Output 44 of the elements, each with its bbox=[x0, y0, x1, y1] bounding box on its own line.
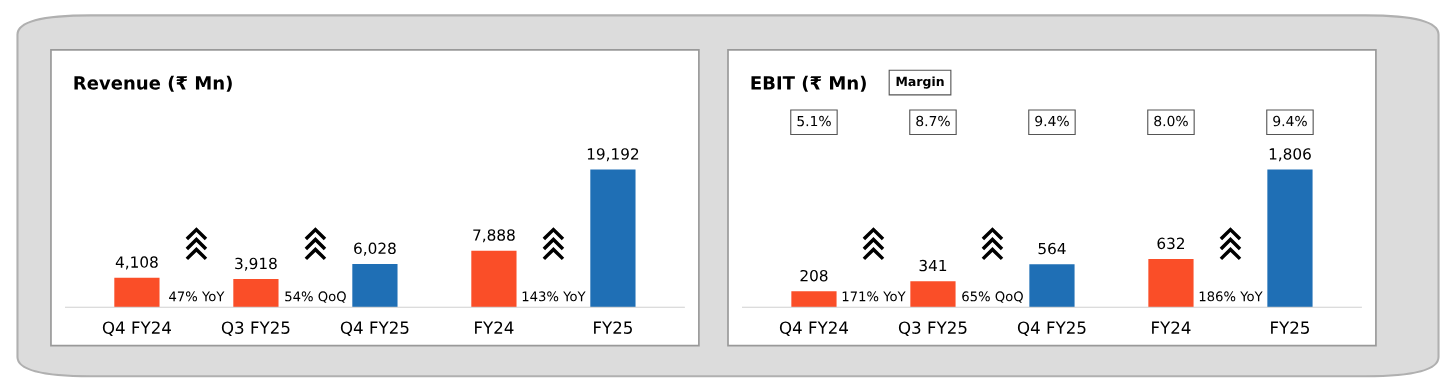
data-label: 564 bbox=[1038, 242, 1066, 255]
data-label: 632 bbox=[1157, 237, 1185, 250]
data-label: 7,888 bbox=[473, 229, 515, 243]
x-tick-label: Q4 FY25 bbox=[340, 321, 409, 336]
bar bbox=[590, 169, 636, 308]
text: 9.4% bbox=[1273, 115, 1307, 127]
text: 8.0% bbox=[1154, 115, 1188, 127]
bar bbox=[352, 263, 398, 308]
text: 8.7% bbox=[916, 115, 950, 127]
data-label: 341 bbox=[919, 259, 947, 272]
bar bbox=[233, 279, 279, 308]
annotation: 47% YoY bbox=[169, 291, 225, 302]
legend-title: Margin bbox=[896, 76, 944, 89]
data-label: 3,918 bbox=[235, 257, 277, 271]
annotation: 186% YoY bbox=[1199, 291, 1263, 302]
data-label: 19,192 bbox=[587, 148, 639, 162]
data-label: 208 bbox=[800, 269, 828, 282]
bar bbox=[791, 291, 837, 308]
x-tick-label: Q4 FY24 bbox=[779, 321, 849, 336]
annotation: 143% YoY bbox=[522, 291, 586, 302]
x-tick-label: Q4 FY24 bbox=[102, 321, 171, 336]
bar bbox=[471, 250, 517, 308]
bar bbox=[910, 281, 956, 308]
annotation: 171% YoY bbox=[842, 291, 906, 302]
data-label: 6,028 bbox=[354, 242, 396, 256]
annotation: 65% QoQ bbox=[962, 291, 1023, 303]
chart-title: EBIT (₹ Mn) bbox=[751, 75, 866, 92]
x-tick-label: FY25 bbox=[1271, 321, 1309, 334]
annotation: 54% QoQ bbox=[285, 291, 346, 303]
x-tick-label: FY24 bbox=[1152, 321, 1191, 334]
x-tick-label: Q3 FY25 bbox=[221, 321, 290, 336]
text: 9.4% bbox=[1035, 115, 1069, 127]
x-tick-label: Q4 FY25 bbox=[1017, 321, 1086, 336]
x-tick-label: FY24 bbox=[475, 321, 514, 334]
bar bbox=[1029, 264, 1075, 308]
bar bbox=[1267, 169, 1313, 308]
text: 5.1% bbox=[797, 115, 831, 127]
data-label: 4,108 bbox=[115, 256, 158, 270]
x-tick-label: FY25 bbox=[594, 321, 632, 334]
x-tick-label: Q3 FY25 bbox=[898, 321, 967, 336]
bar bbox=[114, 277, 160, 308]
chart-title: Revenue (₹ Mn) bbox=[74, 75, 232, 92]
data-label: 1,806 bbox=[1269, 148, 1311, 162]
bar bbox=[1148, 259, 1194, 308]
